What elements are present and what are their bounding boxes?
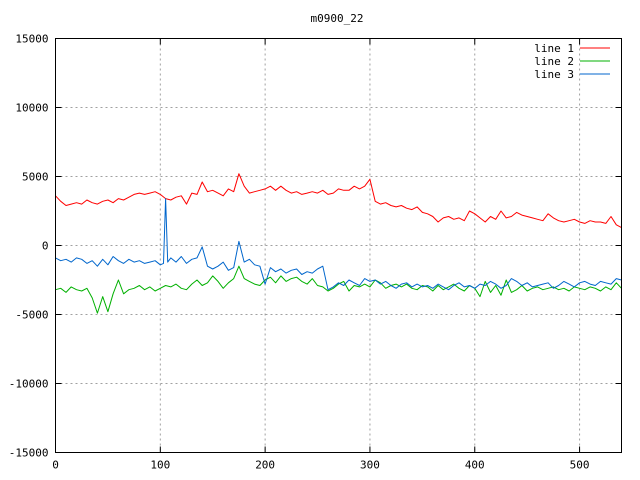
legend-label: line 2 [534, 55, 574, 68]
x-tick-label: 500 [570, 459, 590, 472]
grid [55, 38, 622, 453]
y-tick-label: 0 [42, 240, 49, 253]
series-group [55, 173, 622, 314]
y-tick-label: -5000 [15, 309, 48, 322]
series-line-2 [55, 265, 622, 314]
x-tick-label: 100 [150, 459, 170, 472]
y-tick-label: 5000 [22, 171, 49, 184]
x-tick-label: 0 [52, 459, 59, 472]
y-tick-label: 10000 [15, 102, 48, 115]
y-tick-label: -10000 [9, 378, 49, 391]
legend-label: line 1 [534, 42, 574, 55]
series-line-3 [55, 198, 622, 291]
y-tick-label: -15000 [9, 447, 49, 460]
chart-title: m0900_22 [311, 12, 364, 25]
legend-label: line 3 [534, 68, 574, 81]
x-tick-label: 200 [255, 459, 275, 472]
x-tick-label: 400 [465, 459, 485, 472]
axis-ticks: -15000 -10000 -5000 0 5000 10000 15000 0 100 200 3… [9, 33, 622, 472]
series-line-1 [55, 173, 622, 229]
x-tick-label: 300 [360, 459, 380, 472]
y-tick-label: 15000 [15, 33, 48, 46]
